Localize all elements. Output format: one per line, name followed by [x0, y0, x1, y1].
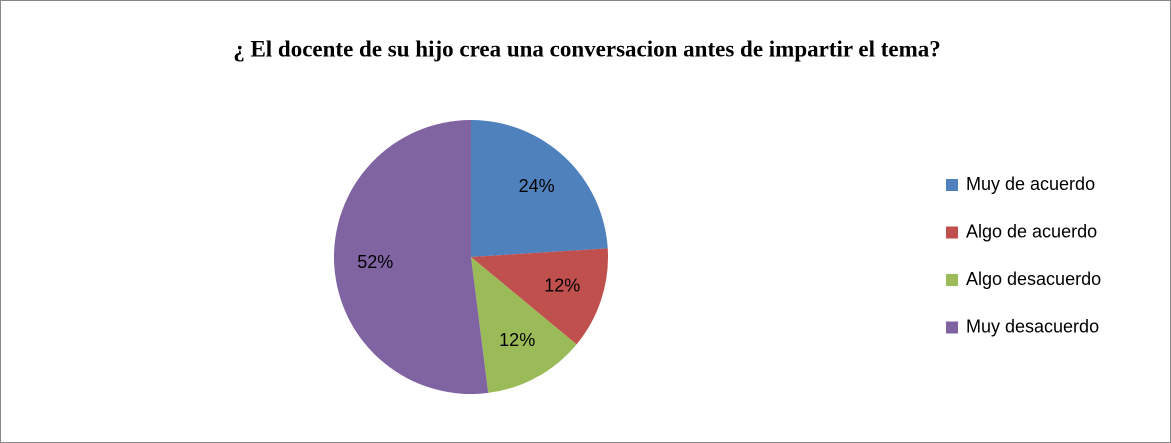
legend-swatch — [946, 226, 958, 239]
legend-swatch — [946, 274, 958, 286]
legend-label: Algo de acuerdo — [966, 221, 1097, 241]
legend-swatch — [946, 321, 958, 334]
data-label: 52% — [357, 252, 393, 272]
pie-slice — [333, 120, 489, 394]
legend-label: Algo desacuerdo — [966, 269, 1101, 289]
data-label: 24% — [519, 176, 555, 196]
pie-slice — [471, 257, 577, 393]
chart-title: ¿ El docente de su hijo crea una convers… — [233, 36, 941, 61]
pie-slice — [471, 248, 608, 345]
pie-slice — [471, 120, 608, 257]
legend-label: Muy de acuerdo — [966, 174, 1095, 194]
data-label: 12% — [544, 275, 580, 295]
legend-swatch — [946, 179, 958, 191]
data-label: 12% — [499, 330, 535, 350]
legend-label: Muy desacuerdo — [966, 316, 1099, 336]
